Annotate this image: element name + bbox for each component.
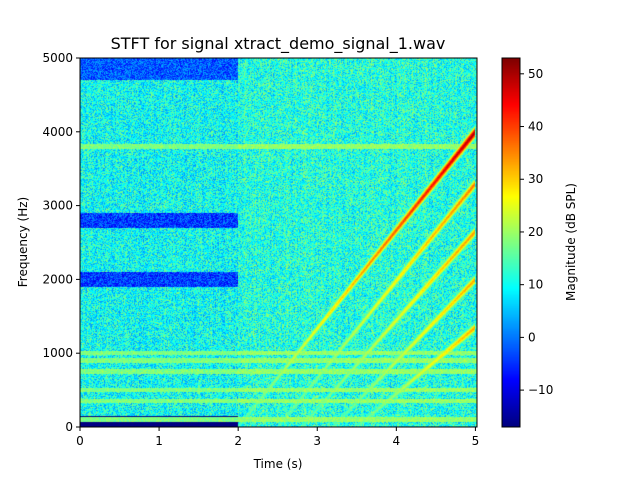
colorbar-tick-label: 30 (528, 172, 543, 186)
plot-frame (79, 57, 478, 428)
y-tick-label: 0 (65, 420, 73, 434)
colorbar-tick-label: 50 (528, 67, 543, 81)
y-tick-label: 2000 (42, 272, 73, 286)
x-axis: 0 1 2 3 4 5 (76, 427, 479, 448)
x-tick-label: 4 (393, 434, 401, 448)
y-tick-label: 5000 (42, 51, 73, 65)
x-tick-label: 2 (234, 434, 242, 448)
y-tick-label: 1000 (42, 346, 73, 360)
x-tick-label: 1 (155, 434, 163, 448)
colorbar-label: Magnitude (dB SPL) (564, 183, 578, 301)
colorbar-frame (501, 57, 521, 428)
y-axis: 0 1000 2000 3000 4000 5000 (42, 51, 80, 434)
colorbar-tick-label: 0 (528, 330, 536, 344)
colorbar-ticks: −10 0 10 20 30 40 50 (520, 67, 553, 397)
colorbar-tick-label: 40 (528, 120, 543, 134)
y-axis-label: Frequency (Hz) (16, 197, 30, 288)
x-tick-label: 3 (313, 434, 321, 448)
x-axis-label: Time (s) (253, 457, 303, 471)
y-tick-label: 4000 (42, 125, 73, 139)
x-tick-label: 0 (76, 434, 84, 448)
colorbar-tick-label: −10 (528, 383, 553, 397)
spectrogram-heatmap (80, 58, 477, 427)
colorbar-gradient (502, 58, 520, 427)
chart-title: STFT for signal xtract_demo_signal_1.wav (111, 34, 446, 54)
y-tick-label: 3000 (42, 199, 73, 213)
x-tick-label: 5 (472, 434, 480, 448)
colorbar: −10 0 10 20 30 40 50 Magnitude (dB SPL) (501, 57, 578, 428)
colorbar-tick-label: 10 (528, 278, 543, 292)
colorbar-tick-label: 20 (528, 225, 543, 239)
plot-area (79, 57, 478, 428)
